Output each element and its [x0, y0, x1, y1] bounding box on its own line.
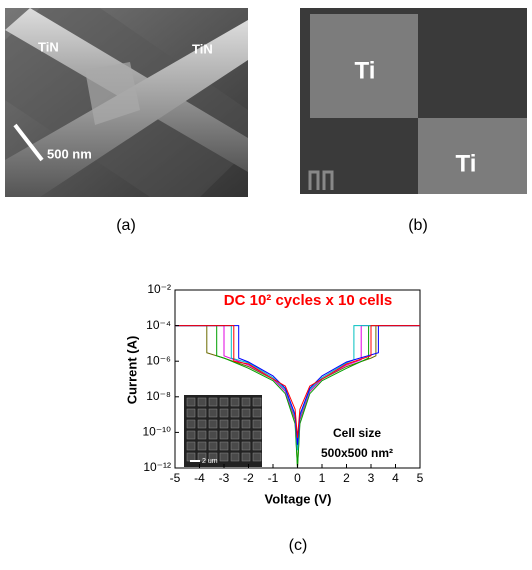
inset-cell — [242, 442, 250, 450]
annotation: 500x500 nm² — [321, 446, 393, 460]
x-axis-label: Voltage (V) — [265, 491, 332, 506]
y-tick-label: 10⁻¹⁰ — [143, 425, 172, 439]
inset-cell — [231, 442, 239, 450]
label: TiN — [192, 41, 213, 56]
inset-cell — [231, 420, 239, 428]
inset-cell — [198, 398, 206, 406]
inset-cell — [242, 431, 250, 439]
y-tick-label: 10⁻⁸ — [146, 389, 171, 403]
panel-label: (a) — [116, 217, 136, 234]
inset-cell — [220, 420, 228, 428]
chart-title: DC 10² cycles x 10 cells — [224, 292, 392, 309]
inset-cell — [253, 409, 261, 417]
inset-cell — [187, 409, 195, 417]
panel-label: (b) — [408, 217, 428, 234]
x-tick-label: -4 — [194, 471, 205, 485]
inset-cell — [187, 453, 195, 461]
inset-image — [184, 395, 262, 467]
panel-label: (c) — [289, 537, 308, 554]
inset-cell — [209, 431, 217, 439]
x-tick-label: 1 — [319, 471, 326, 485]
label: Ti — [456, 150, 477, 177]
inset-cell — [198, 442, 206, 450]
inset-cell — [231, 453, 239, 461]
inset-cell — [253, 431, 261, 439]
sem-image-b: Ti Ti — [300, 8, 527, 194]
x-tick-label: -1 — [268, 471, 279, 485]
inset-cell — [253, 442, 261, 450]
inset-cell — [220, 442, 228, 450]
inset-cell — [231, 431, 239, 439]
x-tick-label: -2 — [243, 471, 254, 485]
inset-cell — [187, 442, 195, 450]
x-tick-label: 4 — [392, 471, 399, 485]
inset-cell — [198, 420, 206, 428]
inset-cell — [198, 431, 206, 439]
x-tick-label: -5 — [170, 471, 181, 485]
inset-cell — [220, 409, 228, 417]
sem-image-a: TiN TiN 500 nm — [5, 8, 248, 197]
y-tick-label: 10⁻⁶ — [146, 353, 171, 367]
x-tick-label: -3 — [219, 471, 230, 485]
inset-cell — [198, 409, 206, 417]
inset-cell — [253, 398, 261, 406]
inset-cell — [231, 398, 239, 406]
inset-cell — [242, 398, 250, 406]
x-tick-label: 2 — [343, 471, 350, 485]
x-tick-label: 5 — [417, 471, 424, 485]
inset-cell — [209, 398, 217, 406]
x-tick-label: 0 — [294, 471, 301, 485]
scale-label: 500 nm — [47, 146, 92, 161]
y-tick-label: 10⁻¹² — [143, 460, 171, 474]
y-tick-label: 10⁻² — [147, 282, 171, 296]
inset-cell — [220, 431, 228, 439]
inset-cell — [209, 409, 217, 417]
inset-cell — [242, 453, 250, 461]
inset-cell — [242, 420, 250, 428]
inset-cell — [253, 453, 261, 461]
inset-label: 2 um — [202, 458, 218, 465]
annotation: Cell size — [333, 426, 381, 440]
y-axis-label: Current (A) — [124, 336, 139, 405]
inset-cell — [242, 409, 250, 417]
inset-cell — [253, 420, 261, 428]
inset-cell — [220, 398, 228, 406]
inset-cell — [187, 398, 195, 406]
y-tick-label: 10⁻⁴ — [146, 318, 171, 332]
label: Ti — [355, 57, 376, 84]
label: TiN — [38, 39, 59, 54]
inset-cell — [231, 409, 239, 417]
x-tick-label: 3 — [368, 471, 375, 485]
inset-cell — [187, 420, 195, 428]
inset-cell — [209, 442, 217, 450]
inset-cell — [220, 453, 228, 461]
inset-cell — [209, 420, 217, 428]
inset-cell — [187, 431, 195, 439]
figure: TiN TiN 500 nm (a) Ti Ti (b) DC 10² cycl… — [0, 0, 532, 565]
